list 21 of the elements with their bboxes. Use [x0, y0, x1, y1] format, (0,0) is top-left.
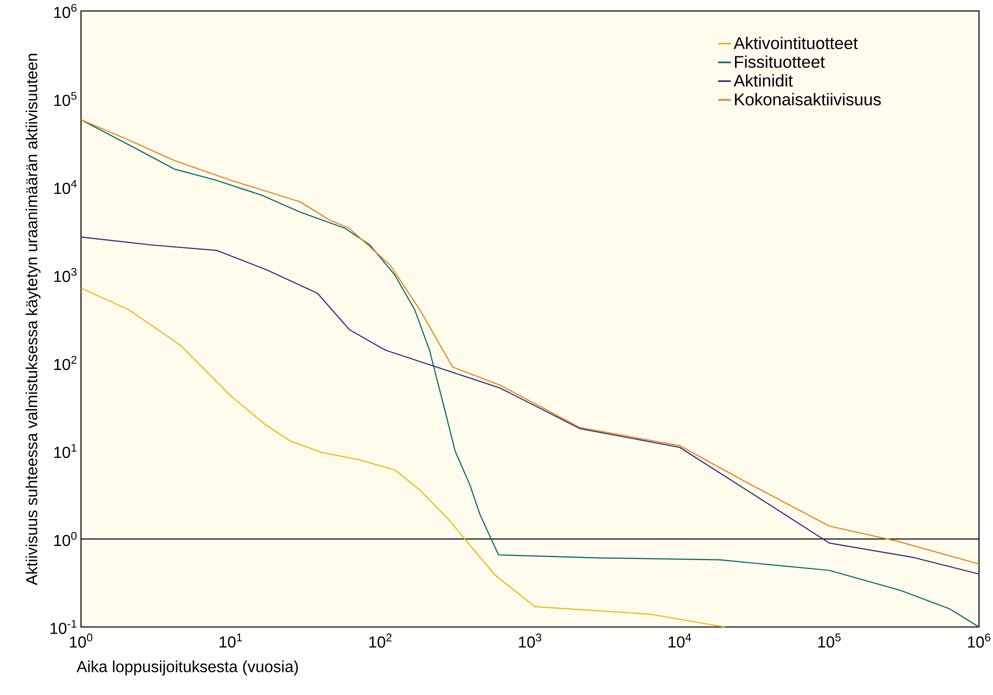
x-tick-label: 10$^{0}$ — [70, 634, 92, 648]
y-tick-label: 10$^{3}$ — [54, 268, 76, 282]
y-tick-label: 10$^{-1}$ — [50, 620, 76, 634]
y-tick-label: 10$^{5}$ — [54, 92, 77, 106]
y-tick-label: 10$^{4}$ — [54, 180, 77, 194]
y-tick-label: 10$^{6}$ — [54, 4, 76, 18]
legend-label: Fissituotteet — [735, 56, 825, 68]
y-tick-label: 10$^{1}$ — [54, 444, 76, 458]
x-tick-label: 10$^{1}$ — [220, 634, 242, 648]
x-axis-title: Aika loppusijoituksesta (vuosia) — [76, 660, 298, 676]
legend-label: Kokonaisaktiivisuus — [735, 93, 881, 106]
y-tick-label: 10$^{2}$ — [54, 356, 76, 370]
x-tick-label: 10$^{5}$ — [818, 634, 841, 648]
legend-label: Aktivointituotteet — [734, 36, 858, 50]
y-tick-label: 10$^{0}$ — [54, 532, 77, 546]
x-tick-label: 10$^{6}$ — [968, 634, 990, 648]
x-tick-label: 10$^{4}$ — [668, 634, 692, 648]
legend-label: Aktinidit — [734, 74, 793, 87]
x-tick-label: 10$^{3}$ — [519, 634, 542, 648]
y-axis-title: Aktiivisuus suhteessa valmistuksessa käytetyn uraanimäärän aktiivisuuteen — [26, 54, 40, 586]
x-tick-label: 10$^{2}$ — [369, 634, 392, 648]
